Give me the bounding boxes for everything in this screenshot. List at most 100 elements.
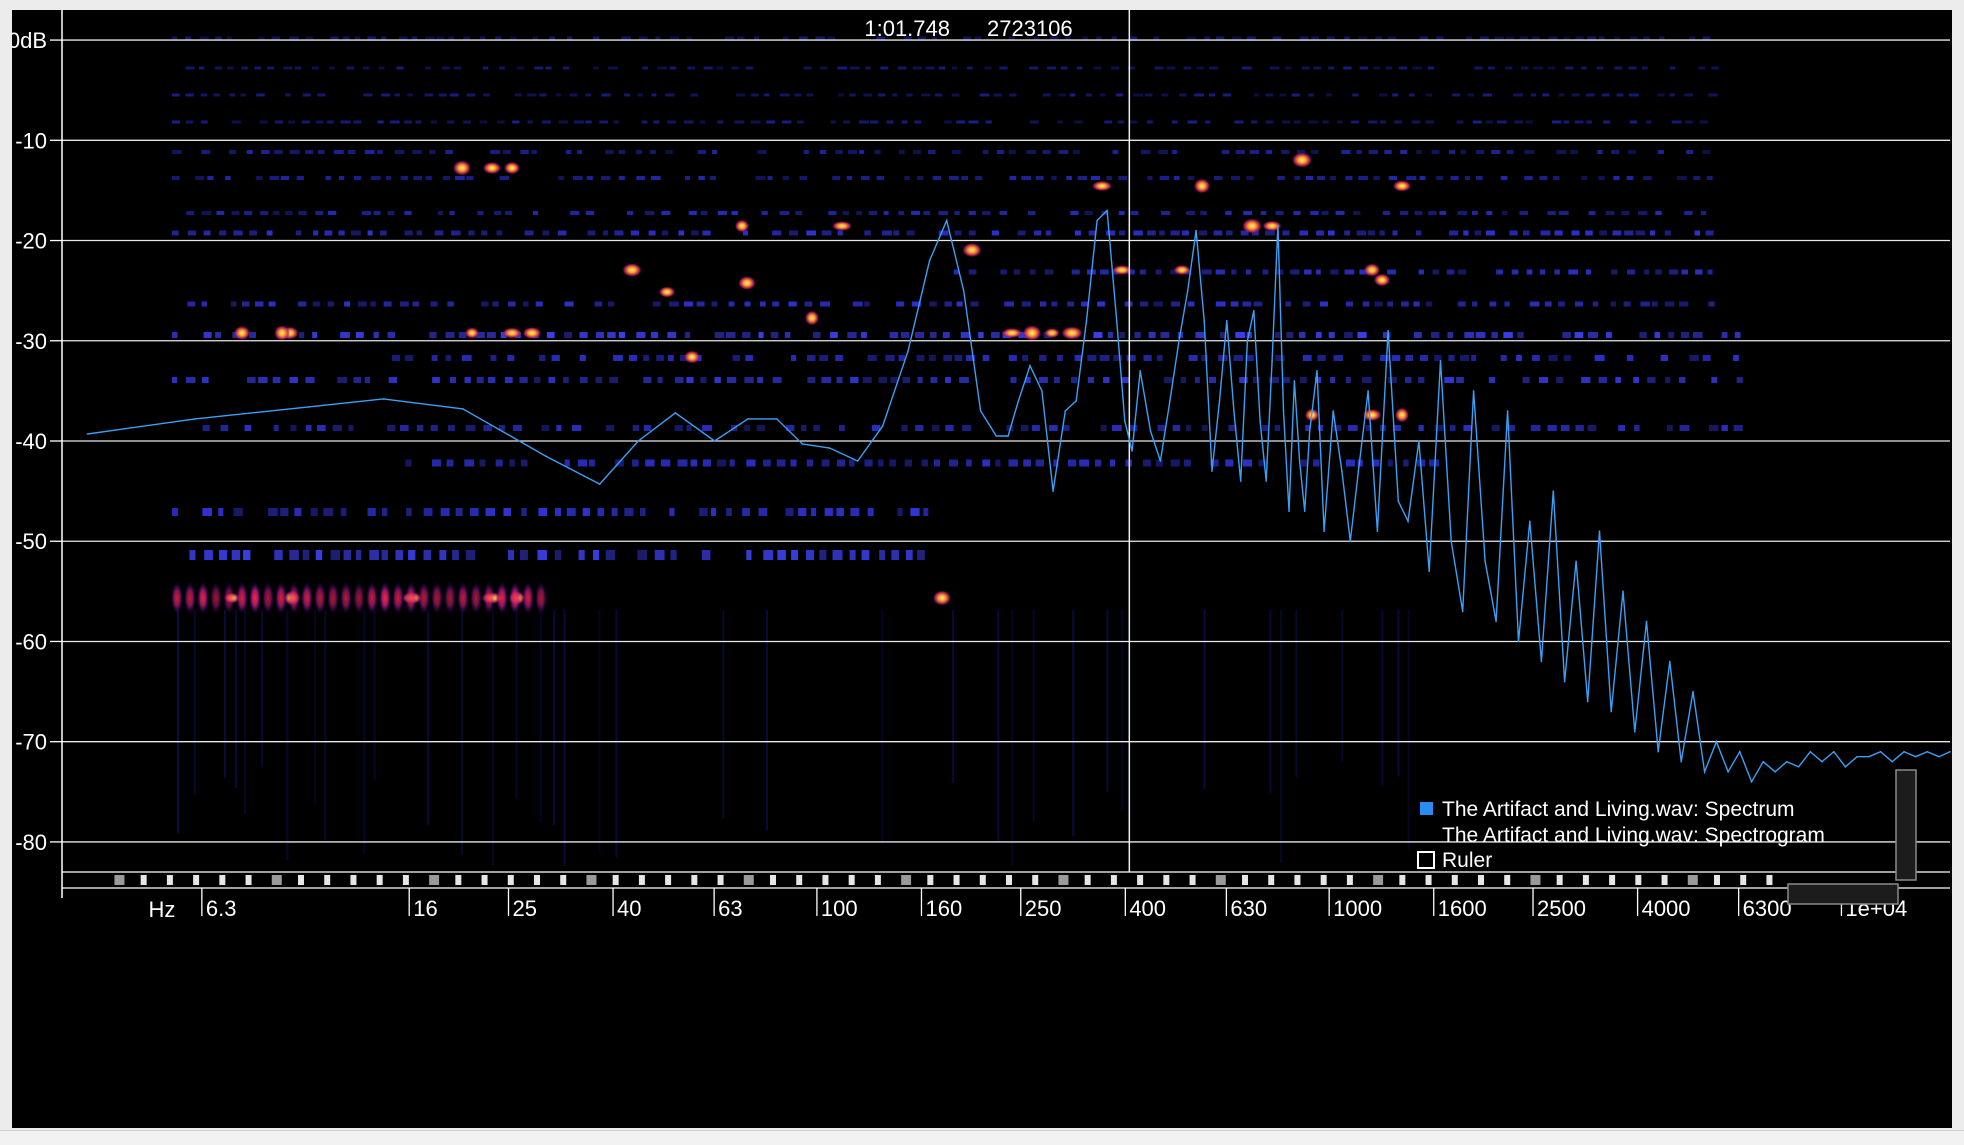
spectrogram-cell (1161, 211, 1171, 215)
spectrogram-cell (614, 230, 624, 236)
spectrum-point (1750, 781, 1753, 783)
spectrogram-cell (781, 120, 792, 124)
spectrogram-cell (757, 150, 767, 154)
spectrogram-cell (636, 150, 643, 154)
spectrogram-cell (982, 211, 991, 215)
spectrogram-cell (1254, 93, 1260, 97)
spectrogram-cell (370, 176, 381, 180)
spectrogram-cell (395, 550, 404, 560)
spectrogram-cell (1109, 459, 1116, 467)
spectrogram-cell (1228, 425, 1237, 431)
spectrogram-cell (1345, 176, 1353, 180)
spectrogram-cell (1312, 459, 1320, 467)
spectrogram-cell (1119, 230, 1126, 236)
x-minor-tick (166, 875, 173, 885)
spectrogram-cell (1612, 230, 1622, 236)
spectrogram-hotspot (621, 262, 643, 278)
spectrogram-cell (449, 211, 455, 215)
spectrogram-cell (1503, 332, 1513, 338)
spectrogram-cell (534, 66, 544, 70)
spectrogram-cell (1496, 269, 1503, 275)
spectrum-point (1610, 710, 1612, 713)
ruler-checkbox[interactable] (1417, 851, 1435, 869)
spectrum-chart[interactable]: 0dB-10-20-30-40-50-60-70-80 Hz 6.3 16 25 40 6… (12, 10, 1952, 1128)
spectrogram-cell (837, 230, 843, 236)
spectrogram-cell (244, 425, 252, 431)
spectrogram-cell (1448, 150, 1456, 154)
spectrogram-cell (1585, 230, 1593, 236)
spectrogram-streak (1032, 610, 1035, 822)
x-minor-tick (1399, 875, 1406, 885)
spectrogram-cell (868, 211, 878, 215)
spectrogram-cell (1614, 66, 1623, 70)
spectrogram-cell (1681, 269, 1689, 275)
spectrogram-cell (1143, 355, 1152, 361)
spectrogram-cell (285, 93, 291, 97)
spectrogram-cell (1506, 425, 1515, 431)
spectrogram-cell (801, 425, 807, 431)
spectrogram-cell (832, 550, 843, 560)
spectrogram-cell (233, 508, 243, 516)
spectrogram-cell (1368, 120, 1378, 124)
spectrogram-cell (1333, 355, 1344, 361)
spectrogram-cell (198, 66, 205, 70)
spectrogram-band-cell (314, 582, 326, 614)
spectrum-point (1288, 510, 1290, 512)
spectrogram-cell (860, 332, 867, 338)
spectrogram-cell (975, 176, 983, 180)
spectrum-point (713, 440, 716, 442)
spectrogram-cell (241, 66, 249, 70)
spectrogram-cell (1077, 66, 1083, 70)
spectrogram-cell (703, 66, 713, 70)
spectrogram-cell (759, 301, 766, 307)
spectrogram-cell (1187, 301, 1195, 307)
spectrogram-cell (1066, 176, 1072, 180)
spectrogram-cell (889, 459, 897, 467)
spectrogram-cell (1418, 269, 1425, 275)
spectrogram-cell (449, 377, 456, 383)
x-minor-tick (1268, 875, 1275, 885)
spectrogram-cell (898, 211, 905, 215)
spectrogram-cell (1155, 269, 1162, 275)
horizontal-zoom-scrollbar[interactable] (1787, 883, 1899, 905)
spectrogram-cell (1581, 66, 1587, 70)
spectrogram-cell (340, 332, 350, 338)
spectrogram-cell (295, 230, 302, 236)
spectrogram-cell (1335, 211, 1345, 215)
spectrogram-cell (728, 301, 735, 307)
spectrogram-cell (618, 332, 626, 338)
spectrogram-cell (1344, 269, 1355, 275)
spectrogram-cell (1522, 377, 1530, 383)
spectrogram-cell (1099, 355, 1110, 361)
spectrogram-cell (535, 301, 543, 307)
spectrogram-cell (782, 36, 789, 40)
spectrogram-cell (1163, 377, 1174, 383)
spectrogram-cell (1434, 355, 1442, 361)
spectrogram-cell (956, 120, 966, 124)
spectrogram-cell (387, 211, 395, 215)
spectrogram-cell (220, 425, 229, 431)
spectrogram-cell (979, 93, 990, 97)
spectrum-point (995, 435, 998, 437)
spectrogram-cell (954, 211, 960, 215)
spectrogram-cell (1173, 176, 1180, 180)
spectrogram-cell (1706, 176, 1713, 180)
spectrogram-cell (678, 230, 685, 236)
spectrogram-cell (742, 508, 750, 516)
spectrogram-cell (451, 230, 461, 236)
spectrogram-cell (753, 36, 759, 40)
vertical-zoom-scrollbar[interactable] (1895, 769, 1917, 881)
spectrogram-cell (1358, 176, 1369, 180)
spectrogram-cell (830, 332, 838, 338)
spectrum-plot-pane[interactable]: 0dB -10 -20 -30 -40 -50 -60 -70 -80 Hz 6.3 16 25 40 6… (12, 10, 1952, 1128)
spectrogram-cell (496, 230, 503, 236)
spectrum-point (1563, 680, 1566, 683)
spectrogram-streak (1280, 610, 1283, 863)
spectrogram-cell (978, 332, 984, 338)
spectrogram-cell (1180, 377, 1187, 383)
spectrogram-cell (1013, 269, 1021, 275)
spectrogram-cell (761, 211, 768, 215)
spectrogram-cell (1405, 355, 1414, 361)
spectrum-point (1246, 340, 1249, 342)
x-minor-tick (507, 875, 514, 885)
